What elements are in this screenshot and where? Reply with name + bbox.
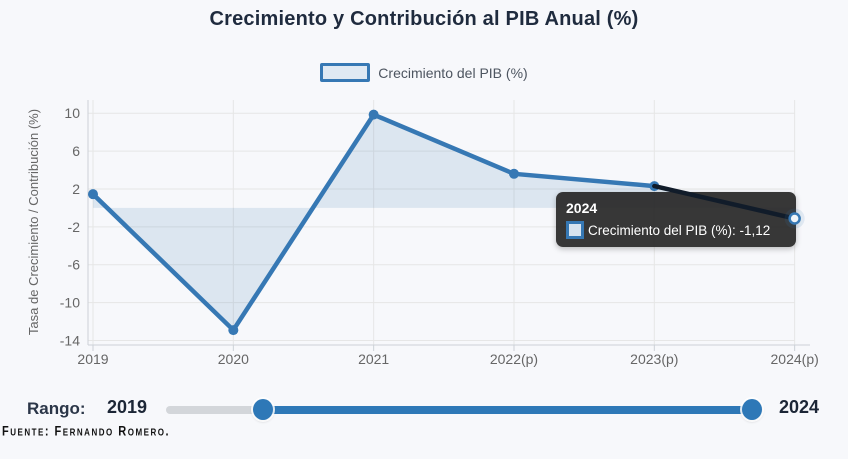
legend-item-label: Crecimiento del PIB (%) [378, 64, 528, 81]
data-point-marker[interactable] [228, 325, 239, 336]
data-point-marker[interactable] [368, 109, 379, 120]
y-axis-tick-label: 6 [72, 143, 80, 159]
y-axis-tick-label: 2 [72, 181, 80, 197]
tooltip-year: 2024 [566, 200, 598, 216]
range-min-value: 2019 [107, 397, 148, 417]
range-slider-handle-right[interactable] [742, 399, 762, 420]
y-axis-tick-label: -6 [68, 257, 81, 273]
tooltip-series-swatch-icon [566, 221, 584, 239]
legend-swatch-icon [320, 63, 371, 82]
legend-item-gdp-growth[interactable]: Crecimiento del PIB (%) [320, 63, 528, 82]
range-max-value: 2024 [779, 397, 820, 417]
data-point-marker[interactable] [508, 168, 519, 179]
x-axis-tick-label: 2021 [358, 351, 389, 367]
tooltip: 2024 Crecimiento del PIB (%): -1,12 [556, 192, 796, 247]
y-axis-tick-label: -10 [60, 295, 80, 311]
x-axis-tick-label: 2020 [218, 351, 249, 367]
y-axis-title: Tasa de Crecimiento / Contribución (%) [26, 109, 41, 335]
data-point-marker[interactable] [649, 181, 660, 192]
source-note: Fuente: Fernando Romero. [2, 424, 170, 439]
series-area-fill [93, 114, 795, 331]
data-point-marker[interactable] [88, 189, 98, 200]
x-axis-tick-label: 2022(p) [490, 351, 538, 367]
page-title: Crecimiento y Contribución al PIB Anual … [209, 8, 639, 30]
y-axis-tick-label: 10 [64, 105, 80, 121]
x-axis-tick-label: 2024(p) [771, 351, 819, 367]
range-slider-handle-left[interactable] [253, 399, 273, 420]
tooltip-series-row: Crecimiento del PIB (%): -1,12 [566, 221, 786, 239]
range-slider-active-segment[interactable] [263, 406, 752, 414]
x-axis-tick-label: 2019 [77, 351, 108, 367]
chart-legend: Crecimiento del PIB (%) [0, 63, 848, 82]
x-axis-tick-label: 2023(p) [630, 351, 678, 367]
range-label: Rango: [27, 399, 86, 418]
range-slider-track[interactable] [166, 406, 763, 414]
y-axis-tick-label: -14 [60, 332, 80, 348]
y-axis-tick-label: -2 [68, 219, 81, 235]
tooltip-series-value: Crecimiento del PIB (%): -1,12 [588, 222, 771, 238]
